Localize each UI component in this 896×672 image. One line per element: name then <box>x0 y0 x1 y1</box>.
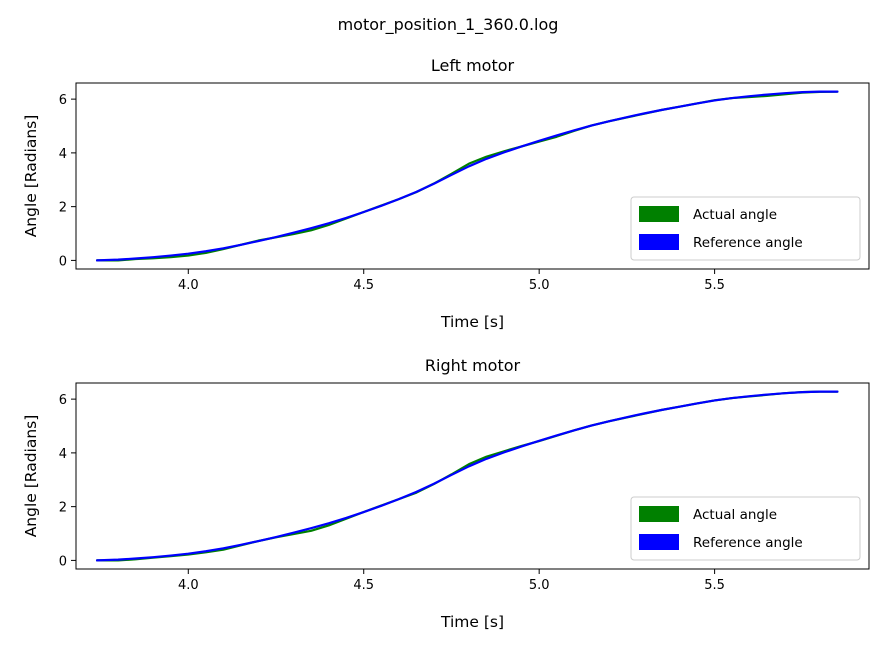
left-motor-ylabel: Angle [Radians] <box>22 115 40 238</box>
left-motor-ytick-label: 0 <box>59 254 67 269</box>
left-motor-legend-swatch-reference <box>639 234 679 250</box>
right-motor-legend-box <box>630 496 861 561</box>
right-motor-xtick-label: 5.0 <box>529 578 550 593</box>
left-motor-legend-label-reference: Reference angle <box>693 235 803 251</box>
right-motor-title: Right motor <box>425 356 521 375</box>
left-motor-legend-box <box>630 196 861 261</box>
right-motor-ytick-label: 4 <box>59 447 67 462</box>
figure-suptitle: motor_position_1_360.0.log <box>338 15 559 35</box>
left-motor-series-reference-line <box>95 90 839 262</box>
right-motor-ylabel: Angle [Radians] <box>22 415 40 538</box>
right-motor-legend-label-reference: Reference angle <box>693 535 803 551</box>
left-motor-xlabel: Time [s] <box>440 313 504 331</box>
right-motor-ytick-label: 2 <box>59 501 67 516</box>
left-motor-plot-frame <box>75 82 870 270</box>
right-motor-ytick-label: 0 <box>59 554 67 569</box>
left-motor-xtick-label: 4.5 <box>353 278 374 293</box>
right-motor-legend-swatch-actual <box>639 506 679 522</box>
right-motor-plot-frame <box>75 382 870 570</box>
left-motor-legend: Actual angle Reference angle <box>630 196 861 261</box>
left-motor-ytick-label: 6 <box>59 93 67 108</box>
left-motor-ytick-label: 2 <box>59 201 67 216</box>
right-motor-ytick-label: 6 <box>59 393 67 408</box>
right-motor-legend: Actual angle Reference angle <box>630 496 861 561</box>
left-motor-legend-swatch-actual <box>639 206 679 222</box>
left-motor-ytick-label: 4 <box>59 147 67 162</box>
right-motor-series-reference-line <box>95 390 839 562</box>
left-motor-axes: Left motor 4.0 4.5 5.0 5.5 0 2 4 6 Time [s] Angle … <box>22 56 870 331</box>
left-motor-legend-label-actual: Actual angle <box>693 207 777 223</box>
right-motor-legend-swatch-reference <box>639 534 679 550</box>
right-motor-legend-label-actual: Actual angle <box>693 507 777 523</box>
right-motor-xtick-label: 4.0 <box>178 578 199 593</box>
right-motor-axes: Right motor 4.0 4.5 5.0 5.5 0 2 4 6 Time [s] Angle… <box>22 356 870 631</box>
left-motor-xtick-label: 5.0 <box>529 278 550 293</box>
left-motor-title: Left motor <box>431 56 515 75</box>
right-motor-xlabel: Time [s] <box>440 613 504 631</box>
left-motor-xtick-label: 4.0 <box>178 278 199 293</box>
right-motor-xtick-label: 5.5 <box>704 578 725 593</box>
left-motor-xtick-label: 5.5 <box>704 278 725 293</box>
right-motor-xtick-label: 4.5 <box>353 578 374 593</box>
